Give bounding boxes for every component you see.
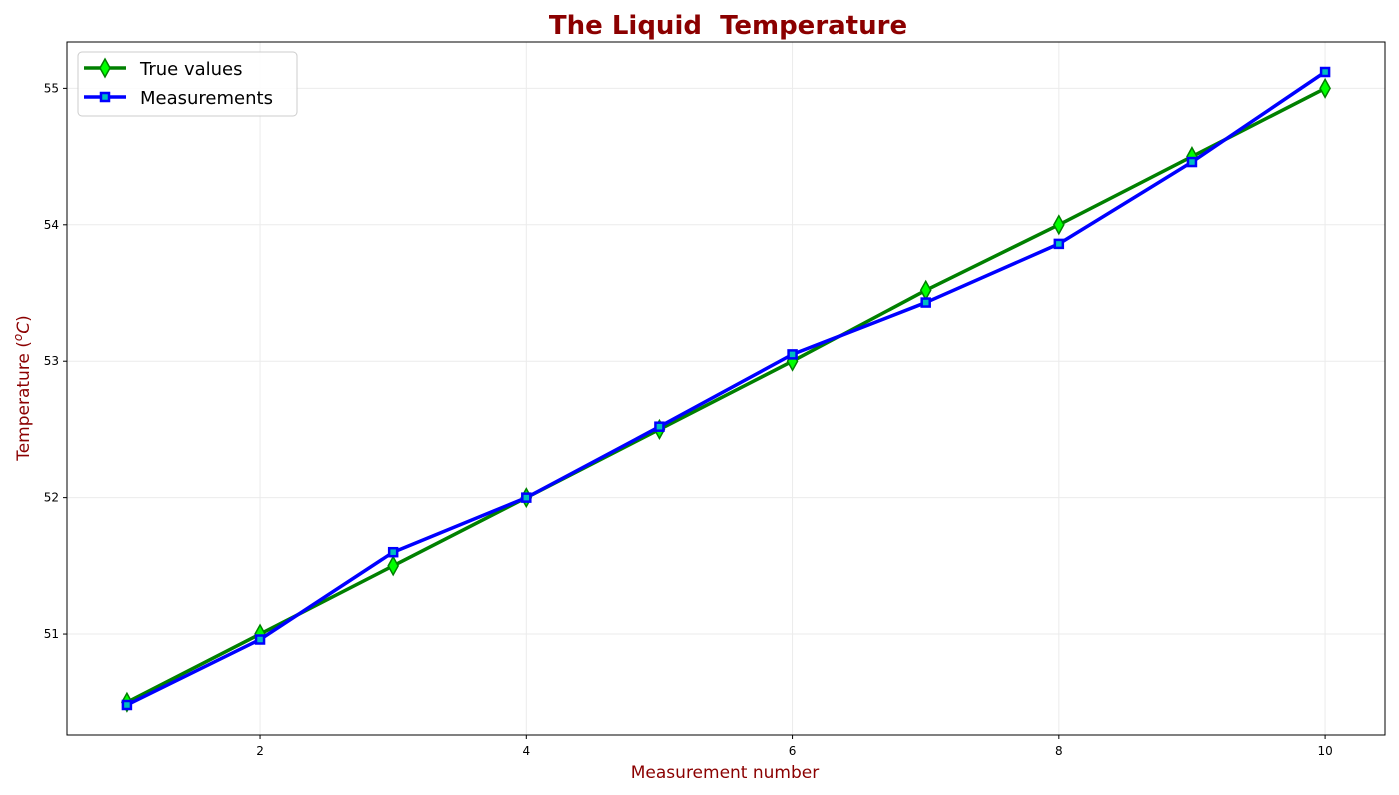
x-tick-label: 6 [789, 744, 797, 758]
legend-item-measurements: Measurements [84, 88, 273, 109]
chart-title: The Liquid Temperature [549, 11, 907, 41]
diamond-marker-icon [387, 555, 400, 577]
diamond-marker-icon [99, 57, 111, 79]
y-axis-label-prefix: Temperature ( [14, 341, 34, 462]
series-measurements [121, 66, 1331, 711]
y-axis-ticks: 51 52 53 54 55 [44, 81, 67, 641]
y-axis-label: Temperature (oC) [11, 315, 34, 462]
y-axis-label-degree: o [11, 334, 25, 341]
y-axis-label-suffix: ) [14, 315, 34, 322]
legend-item-true-values: True values [84, 57, 243, 80]
x-tick-label: 10 [1317, 744, 1332, 758]
diamond-marker-icon [919, 279, 932, 301]
square-marker-icon [1186, 156, 1198, 168]
diamond-marker-icon [1319, 77, 1331, 99]
y-tick-label: 51 [44, 627, 59, 641]
y-tick-label: 54 [44, 218, 59, 232]
x-tick-label: 2 [256, 744, 264, 758]
legend-label-true-values: True values [139, 59, 243, 80]
x-tick-label: 4 [522, 744, 530, 758]
legend-label-measurements: Measurements [140, 88, 273, 109]
square-marker-icon [99, 91, 111, 103]
square-marker-icon [787, 349, 798, 360]
series-line [126, 86, 1326, 704]
square-marker-icon [1053, 238, 1065, 250]
legend: True values Measurements [77, 51, 298, 117]
legend-box [77, 51, 298, 117]
square-marker-icon [521, 492, 532, 503]
y-axis-label-unit: C [14, 322, 34, 334]
x-axis-ticks: 2 4 6 8 10 [256, 735, 1333, 758]
y-tick-label: 55 [44, 81, 59, 95]
y-tick-label: 52 [44, 491, 59, 505]
series-line [126, 70, 1327, 707]
grid-lines [67, 42, 1385, 735]
series-true-values [121, 77, 1331, 713]
y-tick-label: 53 [44, 354, 59, 368]
x-axis-label: Measurement number [631, 763, 819, 783]
square-marker-icon [920, 297, 931, 308]
series-layer [121, 66, 1331, 713]
x-tick-label: 8 [1055, 744, 1063, 758]
square-marker-icon [1319, 66, 1331, 78]
square-marker-icon [254, 634, 266, 645]
square-marker-icon [654, 421, 665, 432]
square-marker-icon [121, 699, 133, 711]
diamond-marker-icon [1052, 214, 1065, 236]
plot-area-frame [66, 41, 1386, 736]
square-marker-icon [387, 546, 399, 558]
